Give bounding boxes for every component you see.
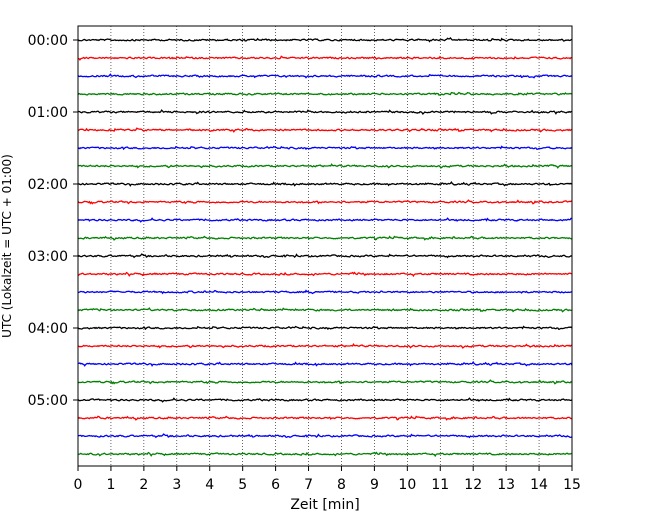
x-tick-label: 14 xyxy=(530,477,548,493)
x-tick-label: 12 xyxy=(464,477,482,493)
x-tick-label: 15 xyxy=(563,477,581,493)
trace-line xyxy=(77,127,573,133)
trace-line xyxy=(77,415,573,421)
trace-line xyxy=(77,433,573,439)
y-tick-label: 00:00 xyxy=(28,33,68,49)
x-tick-label: 13 xyxy=(497,477,515,493)
y-tick-label: 02:00 xyxy=(28,177,68,193)
trace-line xyxy=(77,199,573,205)
x-tick-label: 6 xyxy=(271,477,280,493)
grid-lines xyxy=(110,26,540,466)
trace-line xyxy=(77,109,573,116)
y-axis-ticks: 00:00 01:00 02:00 03:00 04:00 05:00 xyxy=(28,33,78,409)
x-tick-label: 1 xyxy=(106,477,115,493)
trace-line xyxy=(77,180,573,187)
x-axis-ticks: 0 1 2 3 4 5 6 7 8 9 10 11 12 13 14 15 xyxy=(74,466,581,493)
trace-line xyxy=(77,307,573,313)
trace-line xyxy=(77,397,573,403)
x-axis-label: Zeit [min] xyxy=(290,497,359,513)
trace-line xyxy=(77,163,573,169)
trace-line xyxy=(77,325,573,331)
y-axis-label: UTC (Lokalzeit = UTC + 01:00) xyxy=(0,154,14,338)
y-tick-label: 01:00 xyxy=(28,105,68,121)
trace-line xyxy=(77,217,573,223)
x-tick-label: 5 xyxy=(238,477,247,493)
x-tick-label: 2 xyxy=(139,477,148,493)
trace-line xyxy=(77,271,573,278)
y-tick-label: 03:00 xyxy=(28,249,68,265)
trace-line xyxy=(77,253,573,259)
trace-line xyxy=(77,379,573,385)
plot-frame xyxy=(77,25,573,467)
y-tick-label: 04:00 xyxy=(28,321,68,337)
trace-line xyxy=(77,145,573,151)
trace-line xyxy=(77,73,573,79)
trace-line xyxy=(77,343,573,349)
trace-line xyxy=(77,451,573,458)
x-tick-label: 7 xyxy=(304,477,313,493)
x-tick-label: 11 xyxy=(431,477,449,493)
trace-line xyxy=(77,37,573,43)
trace-line xyxy=(77,55,573,61)
trace-line xyxy=(77,235,573,241)
trace-line xyxy=(77,289,573,295)
trace-line xyxy=(77,360,573,367)
traces xyxy=(77,37,573,458)
x-tick-label: 4 xyxy=(205,477,214,493)
x-tick-label: 8 xyxy=(337,477,346,493)
x-tick-label: 0 xyxy=(74,477,83,493)
x-tick-label: 10 xyxy=(398,477,416,493)
y-tick-label: 05:00 xyxy=(28,393,68,409)
x-tick-label: 3 xyxy=(172,477,181,493)
trace-line xyxy=(77,91,573,96)
x-tick-label: 9 xyxy=(370,477,379,493)
